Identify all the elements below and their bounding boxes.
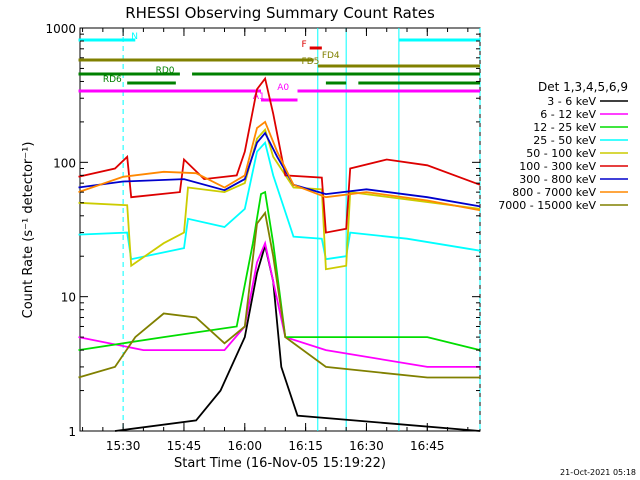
x-tick-label: 16:15: [288, 439, 323, 453]
x-tick-label: 15:45: [167, 439, 202, 453]
x-tick-label: 16:00: [227, 439, 262, 453]
flag-label-rd0: RD0: [156, 66, 175, 76]
legend-label-12-25-kev: 12 - 25 keV: [533, 121, 596, 134]
x-tick-label: 15:30: [106, 439, 141, 453]
legend-label-7000-15000-kev: 7000 - 15000 keV: [498, 199, 596, 212]
series-line-7000-15000-kev: [78, 210, 480, 379]
flag-label-fd5: FD5: [302, 57, 320, 67]
series-line-300-800-kev: [78, 131, 481, 208]
series-lines: [78, 76, 481, 432]
legend-label-6-12-kev: 6 - 12 keV: [540, 108, 596, 121]
series-line-3-6-kev: [114, 242, 481, 432]
legend-title: Det 1,3,4,5,6,9: [538, 80, 628, 94]
series-line-12-25-kev: [78, 190, 481, 351]
series-line-50-100-kev: [78, 127, 481, 271]
footer-timestamp: 21-Oct-2021 05:18: [560, 468, 636, 477]
series-line-800-7000-kev: [78, 120, 481, 212]
series-line-100-300-kev: [78, 76, 481, 234]
flag-label-rd6: RD6: [103, 75, 122, 85]
x-tick-label: 16:30: [349, 439, 384, 453]
flag-label-n: N: [131, 32, 138, 42]
series-line-6-12-kev: [78, 240, 480, 368]
y-axis: 1 10 100 1000: [45, 22, 480, 439]
chart-title: RHESSI Observing Summary Count Rates: [125, 4, 435, 22]
flag-label-a1: A1: [253, 92, 265, 102]
legend-label-800-7000-kev: 800 - 7000 keV: [512, 186, 596, 199]
flag-label-fd4: FD4: [322, 51, 340, 61]
flag-label-a0: A0: [277, 83, 289, 93]
x-axis: 15:30 15:45 16:00 16:15 16:30 16:45: [82, 28, 469, 453]
x-tick-label: 16:45: [410, 439, 445, 453]
y-tick-label: 100: [53, 156, 76, 170]
legend-label-100-300-kev: 100 - 300 keV: [519, 160, 596, 173]
flag-label-f: F: [302, 40, 307, 50]
legend-label-50-100-kev: 50 - 100 keV: [526, 147, 596, 160]
legend-label-25-50-kev: 25 - 50 keV: [533, 134, 596, 147]
y-axis-label: Count Rate (s⁻¹ detector⁻¹): [21, 142, 36, 319]
vertical-markers: [122, 28, 481, 431]
x-axis-label: Start Time (16-Nov-05 15:19:22): [174, 456, 386, 471]
y-tick-label: 10: [61, 291, 76, 305]
y-tick-label: 1000: [45, 22, 76, 36]
y-tick-label: 1: [68, 425, 76, 439]
legend-label-3-6-kev: 3 - 6 keV: [547, 95, 596, 108]
legend-label-300-800-kev: 300 - 800 keV: [519, 173, 596, 186]
